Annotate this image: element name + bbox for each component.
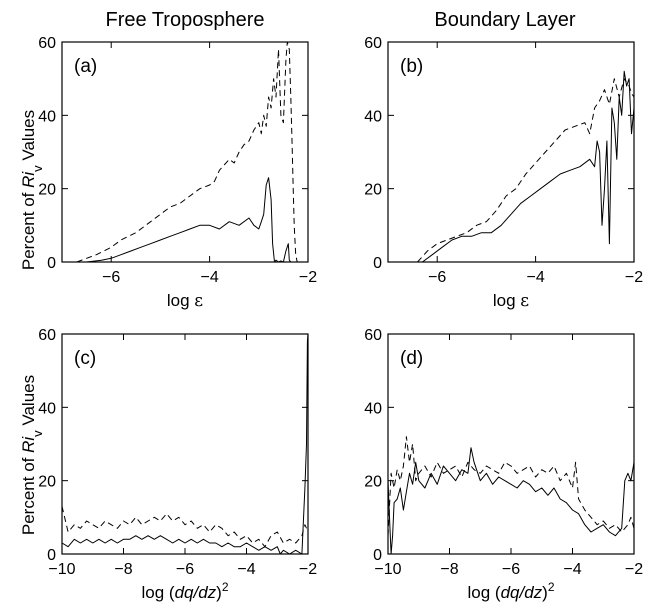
y-tick-label-0-2: 40 xyxy=(38,108,56,125)
plot-frame-2 xyxy=(61,333,309,555)
series-line-solid-1 xyxy=(422,70,635,263)
y-tick-label-2-3: 60 xyxy=(38,327,56,344)
x-tick-label-3-0: −10 xyxy=(374,561,401,578)
y-tick-label-1-1: 20 xyxy=(364,182,382,199)
plot-frame-3 xyxy=(387,333,635,555)
x-tick-label-0-0: −6 xyxy=(102,269,120,286)
column-title-free-troposphere: Free Troposphere xyxy=(106,9,265,31)
y-tick-label-3-2: 40 xyxy=(364,400,382,417)
y-tick-label-2-1: 20 xyxy=(38,474,56,491)
y-tick-label-1-2: 40 xyxy=(364,108,382,125)
y-axis-label-bottom: Percent of Riv Values xyxy=(19,375,45,535)
y-tick-label-0-3: 60 xyxy=(38,35,56,52)
series-line-solid-3 xyxy=(387,447,635,555)
panel-c: −10 −8 −6 −4 −2 0 20 40 60 (c) log (dq/dz)2 xyxy=(38,327,317,602)
plot-frame-1 xyxy=(387,41,635,263)
y-tick-label-2-0: 0 xyxy=(47,547,56,564)
panel-label-0: (a) xyxy=(74,56,97,77)
y-axis-label-top: Percent of Riv Values xyxy=(19,110,45,270)
y-tick-label-3-0: 0 xyxy=(373,547,382,564)
x-axis-label-3: log (dq/dz)2 xyxy=(467,580,554,602)
y-tick-label-3-3: 60 xyxy=(364,327,382,344)
y-tick-label-0-1: 20 xyxy=(38,182,56,199)
series-line-dashed-3 xyxy=(387,436,635,536)
x-tick-label-3-4: −2 xyxy=(625,561,643,578)
x-tick-label-0-2: −2 xyxy=(299,269,317,286)
panel-d: −10 −8 −6 −4 −2 0 20 40 60 (d) log (dq/dz)2 xyxy=(364,327,643,602)
x-tick-label-1-2: −2 xyxy=(625,269,643,286)
x-tick-label-3-2: −6 xyxy=(502,561,520,578)
x-tick-label-2-0: −10 xyxy=(48,561,75,578)
y-tick-label-2-2: 40 xyxy=(38,400,56,417)
series-line-solid-2 xyxy=(61,333,309,555)
x-axis-label-1: log ε xyxy=(493,291,529,311)
y-tick-label-3-1: 20 xyxy=(364,474,382,491)
x-tick-label-2-1: −8 xyxy=(114,561,132,578)
column-title-boundary-layer: Boundary Layer xyxy=(434,9,576,31)
x-tick-label-2-3: −4 xyxy=(237,561,255,578)
panel-label-1: (b) xyxy=(400,56,423,77)
x-tick-label-0-1: −4 xyxy=(200,269,218,286)
x-axis-label-2: log (dq/dz)2 xyxy=(141,580,228,602)
plot-frame-0 xyxy=(61,41,309,263)
series-line-dashed-0 xyxy=(76,41,298,263)
x-tick-label-2-2: −6 xyxy=(176,561,194,578)
panel-label-2: (c) xyxy=(74,348,96,369)
panel-a: −6 −4 −2 0 20 40 60 (a) log ε xyxy=(38,35,317,311)
y-tick-label-1-3: 60 xyxy=(364,35,382,52)
panel-b: −6 −4 −2 0 20 40 60 (b) log ε xyxy=(364,35,643,311)
x-tick-label-3-3: −4 xyxy=(563,561,581,578)
series-line-dashed-1 xyxy=(417,78,635,263)
y-tick-label-0-0: 0 xyxy=(47,255,56,272)
series-line-solid-0 xyxy=(86,177,294,263)
series-line-dashed-2 xyxy=(61,506,307,548)
x-tick-label-2-4: −2 xyxy=(299,561,317,578)
x-tick-label-1-0: −6 xyxy=(428,269,446,286)
y-tick-label-1-0: 0 xyxy=(373,255,382,272)
x-tick-label-1-1: −4 xyxy=(526,269,544,286)
x-tick-label-3-1: −8 xyxy=(440,561,458,578)
x-axis-label-0: log ε xyxy=(167,291,203,311)
panel-label-3: (d) xyxy=(400,348,423,369)
